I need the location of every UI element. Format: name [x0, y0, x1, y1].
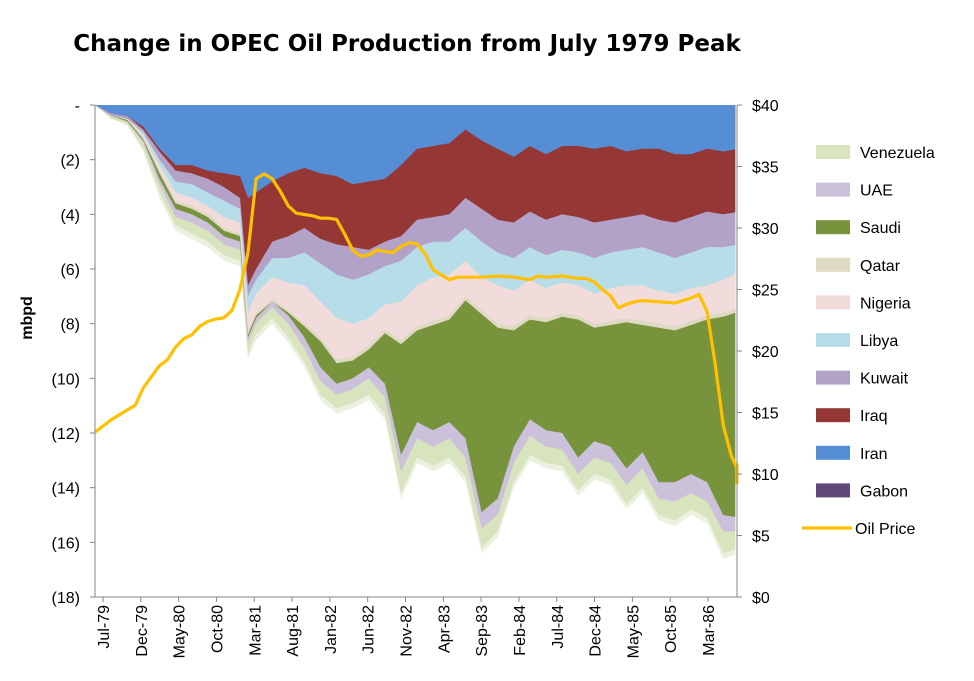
stacked-area-group [95, 105, 735, 559]
legend-label: UAE [860, 183, 893, 200]
legend-swatch-saudi [816, 220, 850, 234]
legend-swatch-kuwait [816, 371, 850, 385]
x-tick-label: Apr-83 [436, 605, 453, 653]
legend-label: Qatar [860, 258, 901, 275]
x-tick-label: Dec-84 [588, 605, 605, 657]
right-tick-label: $25 [752, 283, 779, 300]
legend-label: Venezuela [860, 145, 935, 162]
x-tick-label: Dec-79 [134, 605, 151, 657]
left-tick-label: (16) [52, 535, 80, 552]
left-axis-ticks: - (2) (4) (6) (8) (10) (12) (14) (16) (18) [52, 98, 95, 607]
x-tick-label: Jan-82 [323, 605, 340, 654]
right-tick-label: $20 [752, 344, 779, 361]
left-tick-label: (6) [60, 262, 80, 279]
x-tick-label: May-85 [625, 605, 642, 658]
legend-label: Kuwait [860, 371, 909, 388]
left-tick-label: (2) [60, 153, 80, 170]
right-tick-label: $0 [752, 590, 770, 607]
x-tick-label: Mar-81 [247, 605, 264, 656]
x-axis-ticks: Jul-79 Dec-79 May-80 Oct-80 Mar-81 Aug-81 Jan-… [96, 597, 718, 658]
right-tick-label: $15 [752, 406, 779, 423]
x-tick-label: Oct-85 [663, 605, 680, 653]
legend: Venezuela UAE Saudi Qatar Nigeria Libya Kuwait… [802, 145, 935, 538]
x-tick-label: Jun-82 [361, 605, 378, 654]
right-tick-label: $5 [752, 529, 770, 546]
legend-swatch-venezuela [816, 145, 850, 159]
right-tick-label: $30 [752, 221, 779, 238]
x-tick-label: Jul-84 [550, 605, 567, 649]
x-tick-label: Mar-86 [701, 605, 718, 656]
x-tick-label: Nov-82 [399, 605, 416, 657]
x-tick-label: May-80 [172, 605, 189, 658]
legend-label: Saudi [860, 220, 901, 237]
right-tick-label: $35 [752, 160, 779, 177]
legend-swatch-gabon [816, 483, 850, 497]
x-tick-label: Jul-79 [96, 605, 113, 649]
left-tick-label: (8) [60, 317, 80, 334]
y-axis-label: mbpd [19, 296, 36, 340]
legend-swatch-uae [816, 183, 850, 197]
x-tick-label: Oct-80 [209, 605, 226, 653]
legend-label: Iraq [860, 408, 888, 425]
legend-swatch-libya [816, 333, 850, 347]
legend-swatch-qatar [816, 258, 850, 272]
left-tick-label: (4) [60, 207, 80, 224]
left-tick-label: (14) [52, 481, 80, 498]
right-tick-label: $40 [752, 98, 779, 115]
right-tick-label: $10 [752, 467, 779, 484]
legend-label: Oil Price [855, 521, 916, 538]
x-tick-label: Sep-83 [474, 605, 491, 657]
legend-label: Libya [860, 333, 898, 350]
legend-label: Nigeria [860, 295, 911, 312]
left-tick-label: (18) [52, 590, 80, 607]
left-tick-label: (12) [52, 426, 80, 443]
chart-title: Change in OPEC Oil Production from July … [73, 31, 741, 57]
x-tick-label: Feb-84 [512, 605, 529, 656]
legend-swatch-iran [816, 446, 850, 460]
right-axis-ticks: $40 $35 $30 $25 $20 $15 $10 $5 $0 [737, 98, 779, 607]
legend-swatch-nigeria [816, 295, 850, 309]
x-tick-label: Aug-81 [285, 605, 302, 657]
chart-canvas: Change in OPEC Oil Production from July … [0, 0, 974, 681]
legend-label: Iran [860, 446, 888, 463]
legend-swatch-iraq [816, 408, 850, 422]
left-tick-label: - [75, 98, 80, 115]
left-tick-label: (10) [52, 371, 80, 388]
legend-label: Gabon [860, 483, 908, 500]
